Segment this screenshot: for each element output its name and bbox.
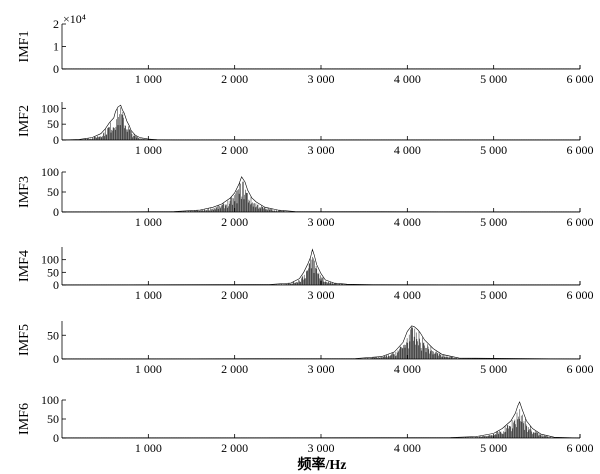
y-tick-label: 0 — [53, 133, 59, 147]
x-tick-label: 5 000 — [480, 72, 507, 86]
x-tick-label: 4 000 — [394, 215, 421, 229]
y-tick-label: 50 — [47, 265, 59, 279]
series-line — [61, 107, 581, 140]
x-tick-label: 2 000 — [221, 143, 248, 157]
series-envelope — [61, 401, 581, 439]
x-tick-label: 5 000 — [480, 215, 507, 229]
x-tick-label: 5 000 — [480, 288, 507, 302]
x-tick-label: 4 000 — [394, 441, 421, 455]
y-tick-label: 100 — [41, 165, 59, 179]
y-tick-label: 50 — [47, 117, 59, 131]
x-tick-label: 6 000 — [567, 288, 594, 302]
panel-ylabel: IMF6 — [17, 403, 32, 435]
series-line — [61, 181, 581, 212]
x-tick-label: 1 000 — [135, 288, 162, 302]
x-tick-label: 2 000 — [221, 215, 248, 229]
x-axis-label: 频率/Hz — [298, 456, 347, 473]
x-tick-label: 5 000 — [480, 362, 507, 376]
series-line — [61, 256, 581, 285]
y-tick-label: 100 — [41, 101, 59, 115]
x-tick-label: 1 000 — [135, 362, 162, 376]
x-tick-label: 6 000 — [567, 441, 594, 455]
y-multiplier: ×10⁴ — [63, 12, 86, 26]
x-tick-label: 1 000 — [135, 72, 162, 86]
x-tick-label: 6 000 — [567, 362, 594, 376]
x-tick-label: 3 000 — [308, 362, 335, 376]
x-tick-label: 5 000 — [480, 441, 507, 455]
x-tick-label: 4 000 — [394, 288, 421, 302]
series-envelope — [61, 176, 581, 213]
panel-ylabel: IMF4 — [17, 250, 32, 282]
x-tick-label: 3 000 — [308, 215, 335, 229]
x-tick-label: 4 000 — [394, 143, 421, 157]
x-tick-label: 6 000 — [567, 143, 594, 157]
x-tick-label: 2 000 — [221, 288, 248, 302]
series-envelope — [61, 248, 581, 286]
panel-ylabel: IMF1 — [17, 31, 32, 63]
x-tick-label: 4 000 — [394, 72, 421, 86]
panel-ylabel: IMF5 — [17, 324, 32, 356]
series-line — [61, 409, 581, 438]
y-tick-label: 50 — [47, 412, 59, 426]
y-tick-label: 0 — [53, 205, 59, 219]
y-tick-label: 0 — [53, 278, 59, 292]
y-tick-label: 0 — [53, 431, 59, 445]
x-tick-label: 2 000 — [221, 362, 248, 376]
y-tick-label: 2 — [53, 17, 59, 31]
series-line — [61, 326, 581, 359]
series-envelope — [61, 325, 581, 360]
x-tick-label: 5 000 — [480, 143, 507, 157]
y-tick-label: 50 — [47, 328, 59, 342]
x-tick-label: 3 000 — [308, 72, 335, 86]
x-tick-label: 3 000 — [308, 441, 335, 455]
x-tick-label: 1 000 — [135, 143, 162, 157]
y-tick-label: 1 — [53, 40, 59, 54]
y-tick-label: 50 — [47, 185, 59, 199]
x-tick-label: 6 000 — [567, 72, 594, 86]
x-tick-label: 4 000 — [394, 362, 421, 376]
panel-ylabel: IMF2 — [17, 105, 32, 137]
x-tick-label: 1 000 — [135, 215, 162, 229]
y-tick-label: 0 — [53, 352, 59, 366]
x-tick-label: 6 000 — [567, 215, 594, 229]
x-tick-label: 3 000 — [308, 288, 335, 302]
y-tick-label: 100 — [41, 253, 59, 267]
x-tick-label: 1 000 — [135, 441, 162, 455]
y-tick-label: 0 — [53, 62, 59, 76]
y-tick-label: 100 — [41, 393, 59, 407]
x-tick-label: 2 000 — [221, 441, 248, 455]
panel-ylabel: IMF3 — [17, 176, 32, 208]
x-tick-label: 2 000 — [221, 72, 248, 86]
series-envelope — [61, 104, 580, 141]
x-tick-label: 3 000 — [308, 143, 335, 157]
